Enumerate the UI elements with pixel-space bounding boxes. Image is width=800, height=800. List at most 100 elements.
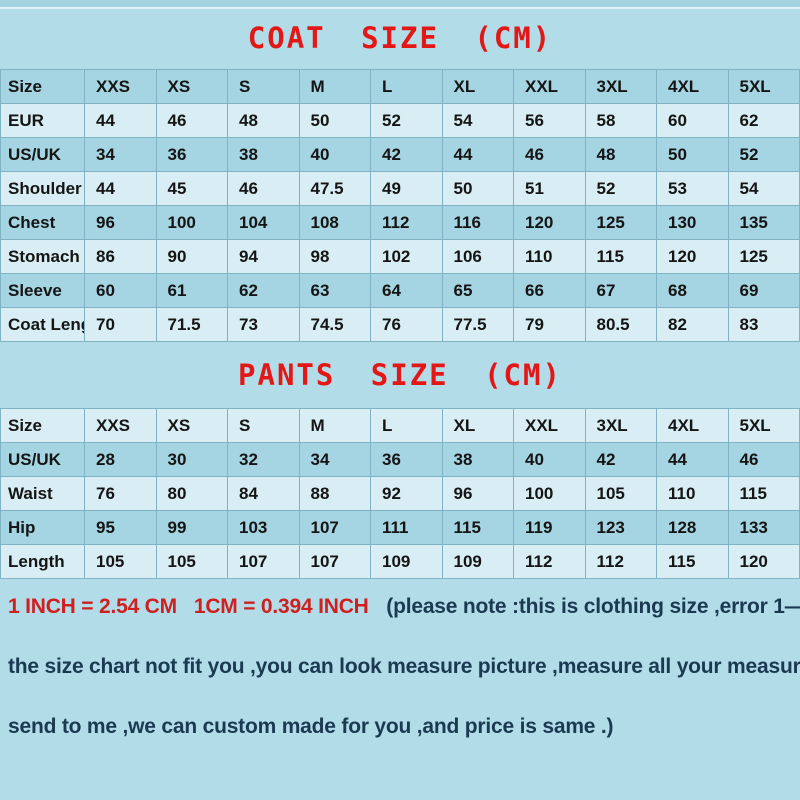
- row-label-cell: Sleeve: [0, 273, 85, 308]
- header-label-cell: Size: [0, 408, 85, 443]
- size-value-cell: 54: [441, 103, 514, 138]
- size-value-cell: 56: [513, 103, 586, 138]
- size-value-cell: 42: [370, 137, 443, 172]
- size-column-header: XL: [441, 408, 514, 443]
- size-value-cell: 103: [227, 510, 300, 545]
- size-value-cell: 38: [227, 137, 300, 172]
- measurement-row: US/UK 34 36 38 40 42 44 46 48 50 52: [0, 137, 800, 172]
- size-value-cell: 100: [155, 205, 228, 240]
- size-value-cell: 70: [84, 307, 157, 342]
- note-line-custom-made: send to me ,we can custom made for you ,…: [8, 715, 614, 738]
- size-value-cell: 69: [727, 273, 800, 308]
- row-label-cell: Chest: [0, 205, 85, 240]
- inch-cm-conversion-text: 1 INCH = 2.54 CM 1CM = 0.394 INCH: [8, 595, 369, 618]
- size-value-cell: 92: [370, 476, 443, 511]
- size-value-cell: 84: [227, 476, 300, 511]
- size-value-cell: 71.5: [155, 307, 228, 342]
- measurement-row: Stomach 86 90 94 98 102 106 110 115 120 125: [0, 239, 800, 274]
- size-value-cell: 73: [227, 307, 300, 342]
- size-value-cell: 50: [656, 137, 729, 172]
- size-value-cell: 80.5: [584, 307, 657, 342]
- size-value-cell: 112: [584, 544, 657, 579]
- row-label-cell: Coat Length: [0, 307, 85, 342]
- size-value-cell: 109: [370, 544, 443, 579]
- size-header-row: Size XXS XS S M L XL XXL 3XL 4XL 5XL: [0, 408, 800, 443]
- measurement-row: Length 105 105 107 107 109 109 112 112 115 120: [0, 544, 800, 579]
- size-column-header: XXS: [84, 69, 157, 104]
- pants-size-table: Size XXS XS S M L XL XXL 3XL 4XL 5XL US/UK 28 30 32 34 3…: [0, 408, 800, 579]
- size-value-cell: 68: [656, 273, 729, 308]
- row-label-cell: US/UK: [0, 137, 85, 172]
- size-value-cell: 110: [513, 239, 586, 274]
- measurement-row: Sleeve 60 61 62 63 64 65 66 67 68 69: [0, 273, 800, 308]
- size-column-header: S: [227, 69, 300, 104]
- size-value-cell: 109: [441, 544, 514, 579]
- size-value-cell: 96: [84, 205, 157, 240]
- size-value-cell: 95: [84, 510, 157, 545]
- size-value-cell: 86: [84, 239, 157, 274]
- note-line-measure: the size chart not fit you ,you can look…: [8, 655, 800, 678]
- size-column-header: M: [298, 69, 371, 104]
- size-value-cell: 45: [155, 171, 228, 206]
- size-value-cell: 67: [584, 273, 657, 308]
- size-value-cell: 115: [584, 239, 657, 274]
- size-value-cell: 58: [584, 103, 657, 138]
- size-value-cell: 46: [513, 137, 586, 172]
- pants-size-title: PANTS SIZE (CM): [238, 358, 562, 392]
- size-value-cell: 54: [727, 171, 800, 206]
- size-value-cell: 61: [155, 273, 228, 308]
- note-line-conversion: 1 INCH = 2.54 CM 1CM = 0.394 INCH (pleas…: [8, 595, 800, 619]
- size-value-cell: 79: [513, 307, 586, 342]
- size-value-cell: 76: [84, 476, 157, 511]
- size-value-cell: 30: [155, 442, 228, 477]
- size-value-cell: 74.5: [298, 307, 371, 342]
- size-value-cell: 135: [727, 205, 800, 240]
- size-value-cell: 112: [370, 205, 443, 240]
- size-value-cell: 80: [155, 476, 228, 511]
- size-value-cell: 48: [584, 137, 657, 172]
- size-value-cell: 36: [155, 137, 228, 172]
- size-value-cell: 62: [227, 273, 300, 308]
- size-value-cell: 130: [656, 205, 729, 240]
- size-column-header: L: [370, 408, 443, 443]
- size-value-cell: 98: [298, 239, 371, 274]
- row-label-cell: Waist: [0, 476, 85, 511]
- size-value-cell: 50: [441, 171, 514, 206]
- size-value-cell: 44: [441, 137, 514, 172]
- size-value-cell: 90: [155, 239, 228, 274]
- header-label-cell: Size: [0, 69, 85, 104]
- row-label-cell: Stomach: [0, 239, 85, 274]
- size-value-cell: 52: [584, 171, 657, 206]
- size-value-cell: 102: [370, 239, 443, 274]
- size-value-cell: 76: [370, 307, 443, 342]
- size-value-cell: 49: [370, 171, 443, 206]
- size-value-cell: 62: [727, 103, 800, 138]
- size-value-cell: 50: [298, 103, 371, 138]
- size-column-header: XXS: [84, 408, 157, 443]
- size-header-row: Size XXS XS S M L XL XXL 3XL 4XL 5XL: [0, 69, 800, 104]
- size-value-cell: 115: [656, 544, 729, 579]
- size-value-cell: 108: [298, 205, 371, 240]
- size-value-cell: 60: [84, 273, 157, 308]
- size-value-cell: 64: [370, 273, 443, 308]
- size-value-cell: 63: [298, 273, 371, 308]
- measurement-row: Waist 76 80 84 88 92 96 100 105 110 115: [0, 476, 800, 511]
- size-value-cell: 38: [441, 442, 514, 477]
- size-value-cell: 106: [441, 239, 514, 274]
- size-value-cell: 88: [298, 476, 371, 511]
- size-column-header: XXL: [513, 408, 586, 443]
- size-column-header: 5XL: [727, 69, 800, 104]
- size-value-cell: 65: [441, 273, 514, 308]
- size-value-cell: 119: [513, 510, 586, 545]
- size-value-cell: 83: [727, 307, 800, 342]
- size-value-cell: 123: [584, 510, 657, 545]
- size-value-cell: 46: [727, 442, 800, 477]
- coat-size-title: COAT SIZE (CM): [247, 21, 553, 55]
- size-value-cell: 111: [370, 510, 443, 545]
- size-value-cell: 107: [227, 544, 300, 579]
- size-value-cell: 40: [513, 442, 586, 477]
- row-label-cell: Hip: [0, 510, 85, 545]
- size-value-cell: 60: [656, 103, 729, 138]
- size-column-header: 5XL: [727, 408, 800, 443]
